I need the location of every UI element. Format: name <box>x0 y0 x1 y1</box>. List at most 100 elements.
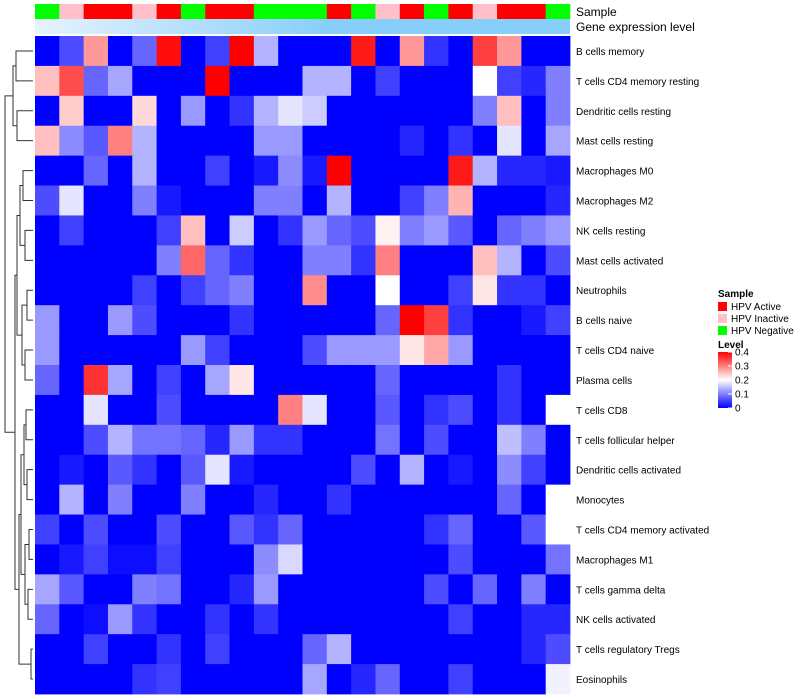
heatmap-cell <box>229 484 255 515</box>
heatmap-cell <box>351 215 376 246</box>
heatmap-cell <box>521 245 547 276</box>
row-label: NK cells resting <box>576 226 645 237</box>
heatmap-cell <box>253 365 279 396</box>
heatmap-cell <box>351 544 376 575</box>
heatmap-cell <box>472 155 498 186</box>
heatmap-cell <box>35 574 60 605</box>
heatmap-cell <box>205 634 230 665</box>
heatmap-cell <box>180 125 206 157</box>
heatmap-cell <box>132 36 157 67</box>
heatmap-cell <box>253 574 279 605</box>
heatmap-cell <box>83 664 109 695</box>
heatmap-cell <box>472 514 498 545</box>
heatmap-cell <box>59 484 85 515</box>
heatmap-cell <box>253 335 279 366</box>
heatmap-cell <box>472 65 498 97</box>
heatmap-cell <box>278 305 303 336</box>
heatmap-cell <box>497 155 522 186</box>
heatmap-cell <box>180 245 206 276</box>
heatmap-cell <box>448 424 474 456</box>
heatmap-cell <box>278 604 303 635</box>
heatmap-cell <box>229 95 255 127</box>
heatmap-cell <box>278 454 303 486</box>
heatmap-cell <box>278 514 303 545</box>
heatmap-cell <box>278 335 303 366</box>
heatmap-cell <box>83 514 109 545</box>
heatmap-cell <box>302 275 328 306</box>
heatmap-cell <box>302 36 328 67</box>
heatmap-cell <box>107 305 133 336</box>
heatmap-cell <box>59 335 85 366</box>
heatmap-cell <box>497 634 522 665</box>
heatmap-cell <box>253 245 279 276</box>
heatmap-cell <box>180 365 206 396</box>
heatmap-cell <box>375 305 401 336</box>
row-label: T cells regulatory Tregs <box>576 645 680 656</box>
heatmap-cell <box>302 245 328 276</box>
heatmap-cell <box>59 454 85 486</box>
heatmap-cell <box>472 275 498 306</box>
heatmap-cell <box>497 604 522 635</box>
heatmap-cell <box>205 185 230 216</box>
heatmap-cell <box>302 185 328 216</box>
heatmap-cell <box>545 185 571 216</box>
heatmap-cell <box>375 245 401 276</box>
heatmap-cell <box>59 155 85 186</box>
sample-annotation-cell <box>253 4 279 19</box>
heatmap-cell <box>326 215 352 246</box>
heatmap-cell <box>375 394 401 426</box>
heatmap-cell <box>521 185 547 216</box>
heatmap-cell <box>35 36 60 67</box>
heatmap-cell <box>83 544 109 575</box>
heatmap-cell <box>399 36 425 67</box>
heatmap-cell <box>472 634 498 665</box>
heatmap-cell <box>180 574 206 605</box>
heatmap-cell <box>132 634 157 665</box>
heatmap-cell <box>497 65 522 97</box>
heatmap-cell <box>545 574 571 605</box>
sample-annotation-cell <box>302 4 328 19</box>
heatmap-cell <box>326 454 352 486</box>
heatmap-cell <box>448 634 474 665</box>
heatmap-cell <box>326 36 352 67</box>
legend-tick-label: 0.4 <box>735 348 749 359</box>
heatmap-cell <box>156 544 182 575</box>
heatmap-cell <box>156 664 182 695</box>
heatmap-cell <box>399 514 425 545</box>
heatmap-cell <box>448 335 474 366</box>
heatmap-cell <box>351 125 376 157</box>
heatmap-cell <box>156 365 182 396</box>
heatmap-cell <box>472 604 498 635</box>
heatmap-cell <box>521 424 547 456</box>
heatmap-cell <box>278 36 303 67</box>
heatmap-cell <box>156 155 182 186</box>
heatmap-cell <box>59 245 85 276</box>
heatmap-cell <box>107 514 133 545</box>
heatmap-cell <box>424 574 449 605</box>
heatmap-cell <box>205 95 230 127</box>
row-label: T cells CD8 <box>576 406 628 417</box>
heatmap-cell <box>278 95 303 127</box>
heatmap-cell <box>229 155 255 186</box>
heatmap-cell <box>375 36 401 67</box>
heatmap-cell <box>83 394 109 426</box>
sample-annotation-cell <box>180 4 206 19</box>
heatmap-cell <box>545 215 571 246</box>
dendrogram-branch <box>26 469 33 501</box>
heatmap-cell <box>375 275 401 306</box>
heatmap-cell <box>229 424 255 456</box>
heatmap-cell <box>375 215 401 246</box>
heatmap-cell <box>132 574 157 605</box>
heatmap-cell <box>472 215 498 246</box>
heatmap-cell <box>278 215 303 246</box>
heatmap-cell <box>278 544 303 575</box>
heatmap-cell <box>107 365 133 396</box>
heatmap-cell <box>472 424 498 456</box>
heatmap-cell <box>278 245 303 276</box>
heatmap-cell <box>302 394 328 426</box>
heatmap-cell <box>399 65 425 97</box>
heatmap-cell <box>545 604 571 635</box>
heatmap-cell <box>545 514 571 545</box>
heatmap-cell <box>375 454 401 486</box>
heatmap-cell <box>497 574 522 605</box>
